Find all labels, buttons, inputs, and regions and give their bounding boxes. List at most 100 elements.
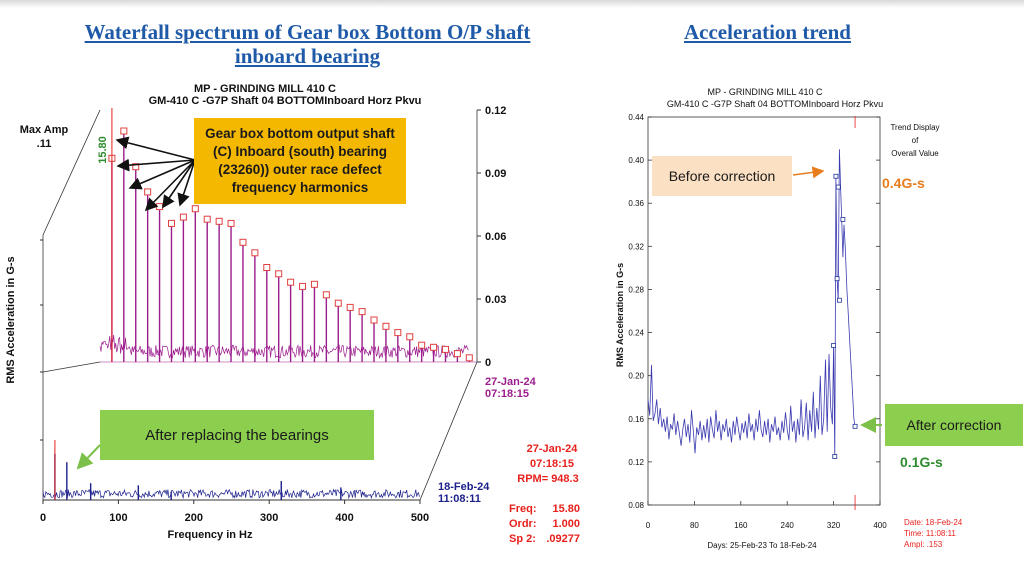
purple-record-time: 07:18:15	[485, 388, 529, 400]
waterfall-title-line2: inboard bearing	[234, 44, 381, 68]
trend-line	[647, 149, 856, 457]
trend-display-line2: of	[912, 136, 919, 145]
readout-time: 07:18:15	[530, 458, 574, 470]
harmonic-marker	[382, 322, 390, 330]
after-correction-callout: After correction	[885, 404, 1023, 446]
waterfall-x-tick-label: 0	[40, 512, 46, 524]
harmonic-marker	[358, 308, 366, 316]
navy-record-date: 18-Feb-24	[438, 481, 490, 493]
after-replacing-arrow	[76, 444, 101, 470]
trend-header-line1: MP - GRINDING MILL 410 C	[707, 87, 823, 97]
before-correction-arrow	[792, 166, 825, 179]
after-correction-text: After correction	[906, 417, 1002, 433]
trend-header-line2: GM-410 C -G7P Shaft 04 BOTTOMInboard Hor…	[667, 99, 883, 109]
trend-x-tick-label: 240	[781, 521, 795, 530]
harmonic-marker	[346, 303, 354, 311]
trend-frame	[647, 116, 881, 506]
waterfall-y-tick-label: 0.12	[485, 105, 506, 117]
harmonic-marker	[203, 215, 211, 223]
trend-y-tick-label: 0.40	[628, 156, 644, 165]
trend-y-tick-label: 0.08	[628, 501, 644, 510]
waterfall-depth-line-right	[419, 361, 478, 501]
harmonic-marker	[191, 205, 199, 213]
harmonics-callout: Gear box bottom output shaft (C) Inboard…	[194, 118, 406, 204]
harmonic-marker	[239, 238, 247, 246]
waterfall-x-label: Frequency in Hz	[168, 529, 253, 541]
trend-display-line3: Overall Value	[891, 149, 939, 158]
harmonic-marker	[132, 163, 140, 171]
harmonic-pointer-arrow	[115, 136, 196, 161]
waterfall-y-tick-label: 0.03	[485, 294, 506, 306]
trend-point-marker	[832, 454, 838, 459]
trend-y-tick-label: 0.44	[628, 113, 644, 122]
harmonic-marker	[465, 354, 473, 362]
trend-x-tick-label: 320	[827, 521, 841, 530]
trend-readout-time: Time: 11:08:11	[904, 529, 956, 538]
top-bar	[0, 0, 1024, 8]
trend-x-tick-label: 0	[646, 521, 651, 530]
trend-title-text: Acceleration trend	[684, 20, 851, 44]
harmonic-pointer-arrow	[128, 159, 196, 190]
waterfall-y-label: RMS Acceleration in G-s	[5, 256, 17, 383]
harmonic-pointer-arrow	[144, 159, 196, 212]
trend-x-label: Days: 25-Feb-23 To 18-Feb-24	[707, 541, 817, 550]
trend-y-tick-label: 0.36	[628, 199, 644, 208]
readout-freq-value: 15.80	[552, 503, 580, 515]
harmonic-marker	[144, 188, 152, 196]
trend-point-marker	[837, 297, 842, 303]
waterfall-navy-noise	[42, 488, 420, 500]
trend-point-marker	[852, 423, 858, 429]
waterfall-x-tick-label: 200	[185, 512, 203, 524]
harmonic-marker	[430, 343, 438, 351]
readout-date: 27-Jan-24	[527, 443, 579, 455]
harmonics-callout-line2: (C) Inboard (south) bearing	[213, 144, 387, 159]
after-replacing-callout: After replacing the bearings	[100, 410, 374, 460]
waterfall-y-tick-label: 0.09	[485, 168, 506, 180]
trend-title: Acceleration trend	[640, 20, 895, 44]
readout-sp2-label: Sp 2:	[509, 533, 536, 545]
waterfall-purple-noise	[99, 334, 469, 360]
waterfall-title: Waterfall spectrum of Gear box Bottom O/…	[20, 20, 595, 68]
harmonic-marker	[179, 213, 187, 221]
trend-x-tick-label: 160	[734, 521, 748, 530]
harmonic-marker	[287, 278, 295, 286]
trend-y-tick-label: 0.20	[628, 372, 644, 381]
waterfall-x-tick-label: 400	[335, 512, 353, 524]
harmonic-marker	[322, 291, 330, 299]
harmonic-marker	[227, 219, 235, 227]
harmonic-marker	[263, 264, 271, 271]
waterfall-x-tick-label: 300	[260, 512, 278, 524]
readout-ordr-value: 1.000	[552, 518, 580, 530]
harmonic-marker	[394, 329, 402, 337]
harmonics-callout-line1: Gear box bottom output shaft	[205, 126, 395, 141]
trend-y-tick-label: 0.28	[628, 285, 644, 294]
before-correction-text: Before correction	[668, 168, 776, 184]
trend-point-marker	[840, 216, 846, 222]
trend-y-tick-label: 0.16	[628, 415, 644, 424]
waterfall-title-line1: Waterfall spectrum of Gear box Bottom O/…	[84, 20, 531, 44]
harmonic-marker	[215, 217, 223, 225]
trend-y-tick-label: 0.32	[628, 242, 644, 251]
waterfall-y-tick-label: 0	[485, 357, 491, 369]
harmonic-marker	[251, 249, 259, 257]
before-correction-callout: Before correction	[652, 156, 792, 196]
before-correction-value: 0.4G-s	[882, 175, 925, 191]
trend-point-marker	[831, 343, 836, 348]
harmonic-marker	[453, 350, 461, 358]
purple-record-date: 27-Jan-24	[485, 376, 537, 388]
trend-readout-ampl: Ampl: .153	[904, 540, 943, 549]
waterfall-header-line1: MP - GRINDING MILL 410 C	[194, 83, 336, 95]
readout-sp2-value: .09277	[546, 533, 580, 545]
harmonic-pointer-arrow	[162, 159, 196, 209]
harmonic-pointer-arrow	[177, 159, 196, 207]
waterfall-x-tick-label: 100	[109, 512, 127, 524]
harmonic-marker	[441, 345, 449, 353]
harmonic-marker	[156, 203, 164, 211]
max-amp-label: Max Amp	[20, 124, 69, 136]
trend-point-marker	[835, 184, 841, 190]
after-correction-value: 0.1G-s	[900, 454, 943, 470]
waterfall-depth-line-mid	[42, 361, 101, 373]
waterfall-depth-line-top	[42, 109, 101, 236]
readout-freq-label: Freq:	[509, 503, 537, 515]
